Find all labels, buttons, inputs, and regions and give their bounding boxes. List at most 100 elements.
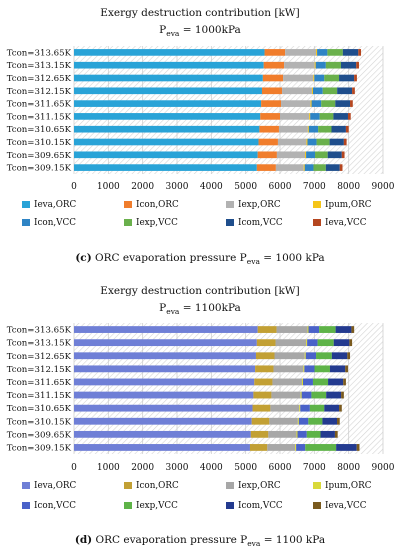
y-tick-label: Tcon=311.65K <box>7 100 72 110</box>
bar-segment <box>314 61 316 69</box>
bar-segment <box>306 430 321 438</box>
legend-swatch <box>22 482 30 489</box>
bar-segment <box>325 164 340 171</box>
bar-segment <box>278 125 308 133</box>
bar-segment <box>309 404 325 412</box>
subtitle-main: P <box>159 302 166 314</box>
y-tick-label: Tcon=309.65K <box>7 151 72 161</box>
x-tick-label: 3000 <box>166 463 189 473</box>
legend-swatch <box>313 201 321 208</box>
bar-segment <box>304 164 314 171</box>
x-tick-label: 7000 <box>303 463 326 473</box>
bar-segment <box>306 138 308 146</box>
bar-segment <box>317 339 334 347</box>
bar-segment <box>336 444 357 451</box>
bar-segment <box>331 125 346 133</box>
bar-segment <box>250 430 269 438</box>
bar-segment <box>311 87 313 95</box>
bar-segment <box>74 326 258 333</box>
legend-label: Ieva,VCC <box>325 501 367 511</box>
bar-segment <box>74 417 252 425</box>
bar-segment <box>308 417 323 425</box>
bar-segment <box>74 151 258 159</box>
legend-label: Icon,VCC <box>34 501 76 511</box>
bar-segment <box>74 164 257 171</box>
y-tick-label: Tcon=310.15K <box>7 138 72 148</box>
y-tick-label: Tcon=312.65K <box>7 74 72 84</box>
bar-segment <box>316 138 330 146</box>
x-tick-label: 0 <box>71 463 77 473</box>
bar-segment <box>336 417 340 425</box>
bar-segment <box>347 113 351 120</box>
bar-segment <box>352 87 355 95</box>
figure-caption: (d) ORC evaporation pressure Peva = 1100… <box>75 534 325 548</box>
bar-segment <box>300 404 310 412</box>
bar-segment <box>249 444 268 451</box>
bar-segment <box>307 326 309 333</box>
x-tick-label: 1000 <box>97 182 120 192</box>
bar-segment <box>275 164 304 171</box>
subtitle-sub: eva <box>166 307 180 316</box>
y-tick-label: Tcon=313.65K <box>7 48 72 58</box>
bar-segment <box>271 391 301 399</box>
bar-segment <box>310 100 312 107</box>
bar-segment <box>315 61 326 69</box>
bar-segment <box>295 444 297 451</box>
legend-swatch <box>22 502 30 509</box>
x-tick-label: 8000 <box>337 463 360 473</box>
legend-label: Iexp,VCC <box>136 218 178 228</box>
bar-segment <box>307 339 318 347</box>
bar-segment <box>276 326 308 333</box>
bar-segment <box>255 352 275 360</box>
legend-label: Ipum,ORC <box>325 200 372 210</box>
caption-sub: eva <box>247 257 261 266</box>
y-tick-label: Tcon=310.65K <box>7 125 72 135</box>
bar-segment <box>306 339 308 347</box>
y-tick-label: Tcon=311.15K <box>7 391 72 401</box>
bar-segment <box>305 352 317 360</box>
bar-segment <box>264 49 286 56</box>
bar-segment <box>74 113 261 120</box>
bar-segment <box>74 87 262 95</box>
bar-segment <box>308 326 320 333</box>
bar-segment <box>313 164 326 171</box>
legend-swatch <box>226 482 234 489</box>
bar-segment <box>339 164 343 171</box>
bar-segment <box>282 87 312 95</box>
legend-label: Icom,VCC <box>238 218 283 228</box>
caption-tag: (d) <box>75 534 92 546</box>
bar-segment <box>74 339 257 347</box>
bar-segment <box>261 100 282 107</box>
bar-segment <box>277 138 307 146</box>
bar-segment <box>345 365 348 373</box>
bar-segment <box>269 417 298 425</box>
x-tick-label: 9000 <box>372 182 395 192</box>
legend-swatch <box>124 201 132 208</box>
bar-segment <box>340 61 357 69</box>
bar-segment <box>303 365 305 373</box>
bar-segment <box>312 378 329 386</box>
legend-label: Ieva,ORC <box>34 481 77 491</box>
bar-segment <box>301 391 312 399</box>
caption-text: ORC evaporation pressure P <box>92 534 247 546</box>
bar-segment <box>350 100 353 107</box>
bar-segment <box>268 430 297 438</box>
x-tick-label: 2000 <box>131 182 154 192</box>
bar-segment <box>257 326 277 333</box>
bar-segment <box>328 378 344 386</box>
bar-segment <box>274 352 305 360</box>
bar-segment <box>254 378 273 386</box>
legend-swatch <box>313 219 321 226</box>
subtitle-main: P <box>159 24 166 36</box>
bar-segment <box>318 125 332 133</box>
bar-segment <box>358 49 362 56</box>
y-tick-label: Tcon=313.65K <box>7 326 72 336</box>
bar-segment <box>74 352 256 360</box>
bar-segment <box>74 61 264 69</box>
bar-segment <box>305 444 337 451</box>
bar-segment <box>304 365 315 373</box>
bar-segment <box>296 444 306 451</box>
legend-swatch <box>124 482 132 489</box>
legend-swatch <box>226 201 234 208</box>
